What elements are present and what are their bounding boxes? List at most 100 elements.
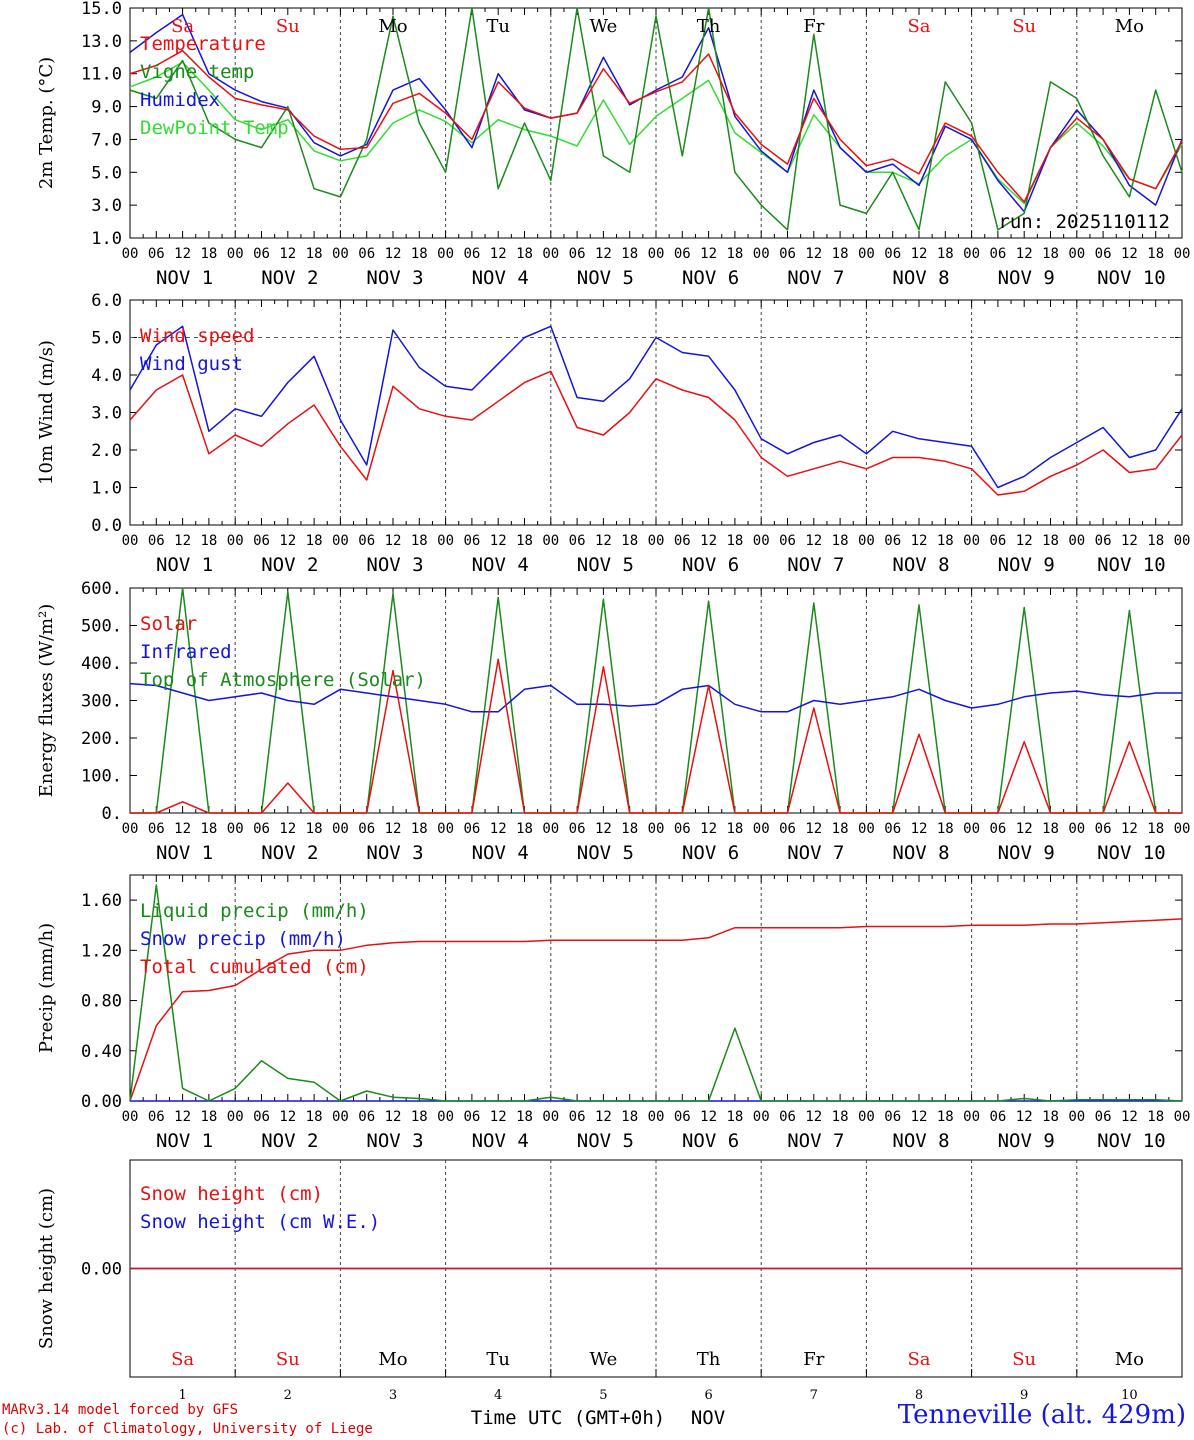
- hour-tick-label: 18: [411, 1109, 428, 1125]
- hour-tick-label: 00: [227, 533, 244, 549]
- hour-tick-label: 12: [174, 1109, 191, 1125]
- weekday-label: Th: [697, 16, 721, 37]
- hour-tick-label: 00: [122, 821, 139, 837]
- weekday-label: Tu: [486, 16, 510, 37]
- day-label: NOV 3: [366, 267, 423, 289]
- model-credit: MARv3.14 model forced by GFS: [2, 1402, 239, 1418]
- day-label: NOV 8: [892, 554, 949, 576]
- hour-tick-label: 06: [989, 246, 1006, 262]
- y-axis-label: Snow height (cm): [36, 1188, 57, 1349]
- hour-tick-label: 18: [621, 246, 638, 262]
- hour-tick-label: 12: [595, 1109, 612, 1125]
- hour-tick-label: 06: [463, 533, 480, 549]
- day-label: NOV 6: [682, 842, 739, 864]
- hour-tick-label: 06: [463, 246, 480, 262]
- hour-tick-label: 00: [858, 246, 875, 262]
- hour-tick-label: 06: [358, 1109, 375, 1125]
- series-line-infrared: [129, 682, 1182, 713]
- hour-tick-label: 06: [358, 533, 375, 549]
- hour-tick-label: 18: [1147, 1109, 1164, 1125]
- hour-tick-label: 06: [779, 246, 796, 262]
- hour-tick-label: 00: [753, 1109, 770, 1125]
- hour-tick-label: 06: [674, 821, 691, 837]
- hour-tick-label: 18: [832, 1109, 849, 1125]
- y-tick-label: 6.0: [91, 291, 122, 311]
- hour-tick-label: 18: [937, 533, 954, 549]
- hour-tick-label: 18: [306, 821, 323, 837]
- hour-tick-label: 12: [805, 821, 822, 837]
- hour-tick-label: 12: [490, 246, 507, 262]
- day-number: 2: [284, 1388, 292, 1403]
- y-tick-label: 5.0: [91, 329, 122, 349]
- hour-tick-label: 18: [516, 246, 533, 262]
- hour-tick-label: 12: [700, 821, 717, 837]
- hour-tick-label: 18: [1042, 246, 1059, 262]
- lab-credit: (c) Lab. of Climatology, University of L…: [2, 1421, 373, 1437]
- hour-tick-label: 00: [437, 821, 454, 837]
- hour-tick-label: 12: [1016, 1109, 1033, 1125]
- hour-tick-label: 00: [648, 821, 665, 837]
- hour-tick-label: 18: [1147, 246, 1164, 262]
- day-label: NOV 7: [787, 267, 844, 289]
- day-label: NOV 8: [892, 1130, 949, 1152]
- hour-tick-label: 12: [1016, 821, 1033, 837]
- legend-entry: Wind gust: [140, 353, 243, 375]
- weekday-label: We: [590, 16, 618, 37]
- legend-entry: Liquid precip (mm/h): [140, 900, 369, 922]
- hour-tick-label: 06: [884, 1109, 901, 1125]
- series-line-wind-speed: [129, 370, 1183, 496]
- panel-4: 0.00 0.40 0.80 1.20 1.60 Precip (mm/h) Liquid …: [36, 874, 1190, 1152]
- y-tick-label: 4.0: [91, 366, 122, 386]
- day-label: NOV 2: [261, 842, 318, 864]
- day-label: NOV 9: [998, 1130, 1055, 1152]
- hour-tick-label: 00: [963, 246, 980, 262]
- hour-tick-label: 00: [542, 246, 559, 262]
- day-label: NOV 5: [577, 842, 634, 864]
- y-tick-label: 1.20: [81, 941, 122, 961]
- panel-5: 0.00 Snow height (cm) Snow height (cm) Snow…: [36, 1159, 1183, 1429]
- day-number: 6: [704, 1388, 712, 1403]
- series-line-vigne-temp: [129, 7, 1183, 231]
- hour-tick-label: 06: [148, 246, 165, 262]
- day-label: NOV 2: [261, 267, 318, 289]
- hour-tick-label: 00: [858, 533, 875, 549]
- hour-tick-label: 06: [884, 246, 901, 262]
- y-tick-label: 0.40: [81, 1042, 122, 1062]
- day-label: NOV 6: [682, 554, 739, 576]
- day-label: NOV 2: [261, 1130, 318, 1152]
- hour-tick-label: 18: [306, 1109, 323, 1125]
- hour-tick-label: 12: [174, 533, 191, 549]
- hour-tick-label: 00: [648, 533, 665, 549]
- hour-tick-label: 18: [1147, 533, 1164, 549]
- hour-tick-label: 18: [411, 533, 428, 549]
- hour-tick-label: 00: [1068, 246, 1085, 262]
- hour-tick-label: 18: [937, 821, 954, 837]
- weekday-label: Fr: [803, 16, 824, 37]
- hour-tick-label: 06: [779, 821, 796, 837]
- series-line-dewpoint-temp: [129, 61, 1183, 205]
- run-annotation: run: 2025110112: [998, 211, 1170, 233]
- hour-tick-label: 12: [279, 1109, 296, 1125]
- y-tick-label: 3.0: [91, 196, 122, 216]
- hour-tick-label: 18: [1042, 533, 1059, 549]
- month-axis-label: NOV: [691, 1407, 725, 1429]
- day-label: NOV 10: [1097, 1130, 1166, 1152]
- hour-tick-label: 00: [122, 1109, 139, 1125]
- legend-entry: Wind speed: [140, 325, 254, 347]
- hour-tick-label: 00: [332, 246, 349, 262]
- hour-tick-label: 12: [1121, 1109, 1138, 1125]
- hour-tick-label: 18: [726, 1109, 743, 1125]
- hour-tick-label: 12: [385, 533, 402, 549]
- hour-tick-label: 12: [1016, 246, 1033, 262]
- series-line-wind-gust: [129, 325, 1183, 489]
- hour-tick-label: 00: [1174, 246, 1191, 262]
- weekday-label: Th: [697, 1349, 721, 1370]
- hour-tick-label: 18: [516, 533, 533, 549]
- y-tick-label: 1.0: [91, 479, 122, 499]
- y-tick-label: 0.: [102, 804, 122, 824]
- hour-tick-label: 00: [227, 246, 244, 262]
- hour-tick-label: 18: [937, 1109, 954, 1125]
- hour-tick-label: 18: [1042, 1109, 1059, 1125]
- hour-tick-label: 00: [227, 821, 244, 837]
- day-number: 9: [1020, 1388, 1028, 1403]
